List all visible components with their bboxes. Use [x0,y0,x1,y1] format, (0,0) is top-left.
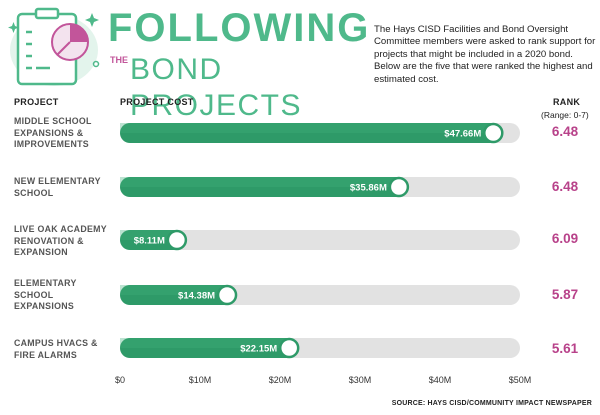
page-subtitle: BOND PROJECTS [130,53,303,122]
row-label-3: LIVE OAK ACADEMY RENOVATION & EXPANSION [14,224,107,257]
rank-value-2: 6.48 [551,179,579,194]
rank-value-3: 6.09 [551,231,579,246]
page-title: FOLLOWING [108,6,371,50]
bar-end-knob-3 [166,229,188,251]
row-label-4: ELEMENTARY SCHOOL EXPANSIONS [14,278,77,311]
row-label-1: MIDDLE SCHOOL EXPANSIONS & IMPROVEMENTS [14,116,92,149]
column-header-project: PROJECT [14,97,59,107]
title-block: FOLLOWING THE BOND PROJECTS [108,6,368,122]
bar-end-knob-5 [278,337,300,359]
x-tick-label-4: $30M [349,375,372,385]
bar-highlight-4 [120,285,226,295]
bar-5 [120,338,298,358]
intro-text: The Hays CISD Facilities and Bond Oversi… [374,24,596,85]
source-note: SOURCE: HAYS CISD/COMMUNITY IMPACT NEWSP… [391,400,592,407]
bar-track-3 [120,230,520,250]
rank-value-5: 5.61 [551,341,579,356]
bar-2 [120,177,407,197]
header: FOLLOWING THE BOND PROJECTS The Hays CIS… [0,0,600,122]
bar-highlight-3 [120,230,175,240]
column-header-cost: PROJECT COST [120,97,194,107]
x-tick-label-3: $20M [269,375,292,385]
bar-end-knob-2 [388,176,410,198]
rank-value-1: 6.48 [551,124,579,139]
title-the: THE [110,55,128,65]
x-tick-label-5: $40M [429,375,452,385]
bar-highlight-5 [120,338,288,348]
bar-end-knob-1 [483,122,504,144]
bar-value-label-1: $47.66M [444,129,481,140]
x-tick-label-6: $50M [509,375,532,385]
rank-value-4: 5.87 [551,287,579,302]
bar-value-label-3: $8.11M [134,236,165,247]
row-label-5: CAMPUS HVACS & FIRE ALARMS [14,338,98,360]
bar-highlight-2 [120,177,397,187]
x-tick-label-2: $10M [189,375,212,385]
x-tick-label-1: $0 [115,375,125,385]
bar-end-knob-4 [216,284,238,306]
bar-value-label-5: $22.15M [240,344,277,355]
column-header-rank: RANK [553,97,581,107]
bar-value-label-4: $14.38M [178,291,215,302]
bar-4 [120,285,236,305]
bar-highlight-1 [120,123,492,133]
bar-1 [120,123,502,143]
rank-range-label: (Range: 0-7) [541,110,589,120]
bar-value-label-2: $35.86M [350,183,387,194]
clipboard-chart-icon [8,7,100,86]
row-label-2: NEW ELEMENTARY SCHOOL [14,176,101,198]
